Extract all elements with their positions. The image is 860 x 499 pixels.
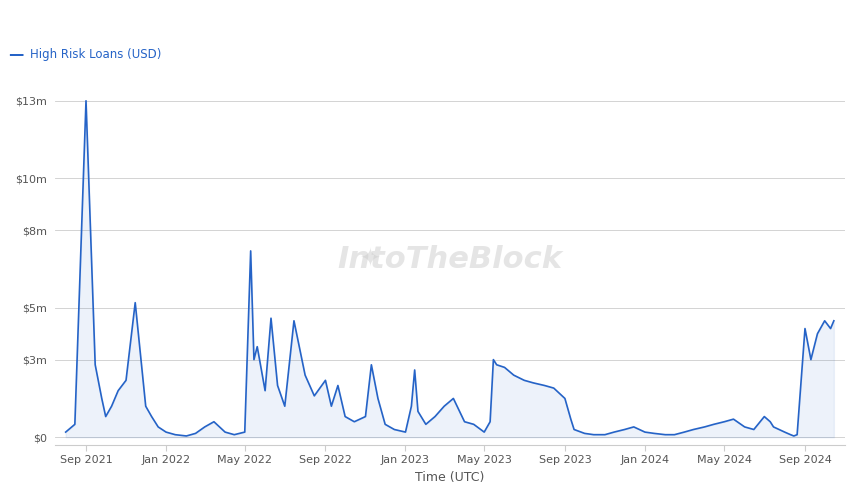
Text: ✦: ✦ (360, 248, 381, 272)
Text: IntoTheBlock: IntoTheBlock (337, 246, 562, 274)
Text: High Risk Loans (USD): High Risk Loans (USD) (30, 48, 162, 61)
X-axis label: Time (UTC): Time (UTC) (415, 471, 484, 484)
Text: —: — (9, 47, 24, 62)
